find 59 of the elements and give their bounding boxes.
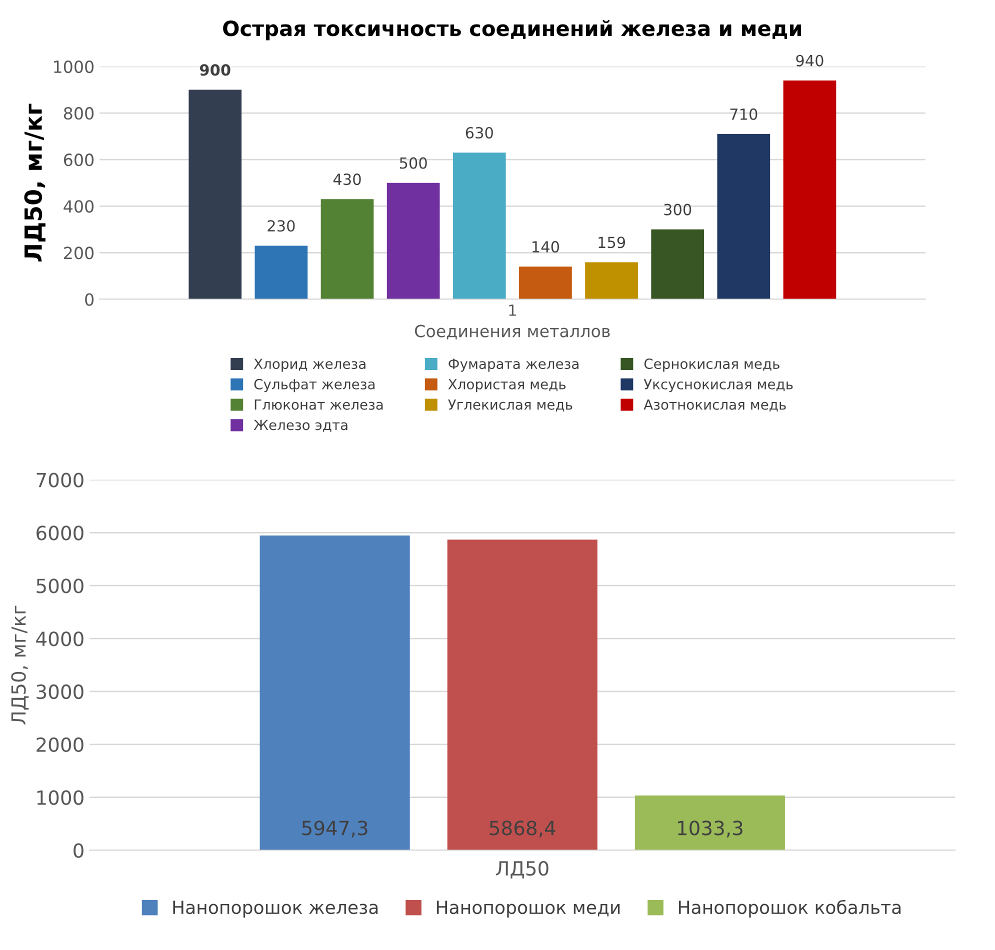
x-tick-label: 1 bbox=[509, 304, 516, 316]
y-tick-label: 6000 bbox=[36, 526, 84, 540]
data-label: 5868,4 bbox=[490, 820, 556, 838]
bar bbox=[519, 266, 572, 300]
y-tick-label: 1000 bbox=[54, 60, 94, 74]
data-label: 900 bbox=[200, 64, 230, 76]
legend-label: Сульфат железа bbox=[254, 378, 375, 392]
legend-label: Нанопорошок железа bbox=[173, 900, 378, 918]
y-tick-label: 7000 bbox=[36, 472, 84, 488]
bar bbox=[386, 182, 440, 300]
bar bbox=[634, 796, 785, 850]
data-label: 430 bbox=[333, 174, 361, 186]
legend-label: Фумарата железа bbox=[448, 358, 578, 372]
legend-label: Углекислая медь bbox=[448, 400, 572, 412]
y-tick-label: 800 bbox=[64, 107, 94, 120]
legend-label: Нанопорошок кобальта bbox=[678, 900, 901, 918]
y-tick-label: 0 bbox=[74, 843, 84, 858]
data-label: 940 bbox=[796, 54, 824, 66]
bar bbox=[452, 152, 506, 300]
legend-label: Нанопорошок меди bbox=[436, 900, 620, 918]
legend-label: Хлорид железа bbox=[254, 358, 366, 372]
y-tick-label: 4000 bbox=[36, 631, 84, 646]
bar bbox=[585, 262, 638, 300]
x-axis-title: ЛД50 bbox=[496, 861, 548, 878]
data-label: 710 bbox=[730, 108, 758, 120]
bar bbox=[260, 535, 410, 850]
data-label: 300 bbox=[664, 204, 692, 216]
y-tick-label: 0 bbox=[85, 293, 94, 306]
data-label: 140 bbox=[532, 241, 560, 253]
bar bbox=[188, 90, 242, 300]
bar bbox=[254, 246, 308, 300]
data-label: 500 bbox=[400, 157, 427, 169]
legend-label: Азотнокислая медь bbox=[644, 400, 786, 412]
data-label: 1033,3 bbox=[678, 820, 742, 838]
legend-label: Железо эдта bbox=[254, 420, 348, 432]
y-tick-label: 5000 bbox=[36, 578, 84, 594]
legend-label: Хлористая медь bbox=[448, 379, 566, 392]
bar bbox=[320, 199, 374, 300]
y-tick-label: 600 bbox=[64, 154, 94, 166]
y-tick-label: 200 bbox=[64, 246, 94, 260]
legend-label: Сернокислая медь bbox=[644, 358, 780, 372]
data-label: 630 bbox=[466, 126, 493, 139]
y-tick-label: 3000 bbox=[36, 684, 84, 700]
bar bbox=[651, 229, 704, 300]
data-label: 5947,3 bbox=[302, 820, 368, 838]
y-tick-label: 1000 bbox=[37, 790, 84, 805]
data-label: 230 bbox=[268, 220, 295, 232]
y-axis-title: ЛД50, мг/кг bbox=[11, 606, 29, 724]
legend-label: Глюконат железа bbox=[254, 400, 383, 410]
y-axis-title: ЛД50, мг/кг bbox=[24, 104, 46, 262]
y-tick-label: 400 bbox=[64, 200, 94, 213]
legend-label: Уксуснокислая медь bbox=[644, 379, 793, 392]
x-axis-title: Соединения металлов bbox=[415, 324, 610, 340]
chart-title: Острая токсичность соединений железа и меди bbox=[223, 20, 802, 40]
data-label: 159 bbox=[598, 236, 626, 248]
bar bbox=[447, 540, 598, 850]
bar bbox=[783, 80, 836, 300]
y-tick-label: 2000 bbox=[36, 737, 84, 752]
bar bbox=[717, 134, 770, 300]
